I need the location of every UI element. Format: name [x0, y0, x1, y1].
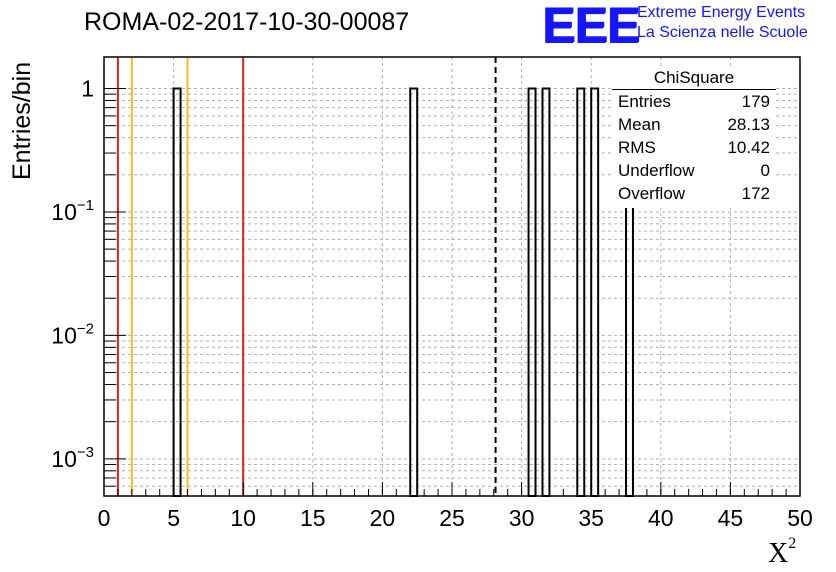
x-tick-label: 20: [370, 505, 396, 531]
stats-label: Overflow: [618, 184, 686, 203]
x-tick-label: 0: [98, 505, 111, 531]
x-tick-label: 10: [230, 505, 256, 531]
histogram-bar: [576, 87, 586, 497]
x-tick-label: 50: [787, 505, 813, 531]
stats-divider: [612, 89, 776, 90]
y-tick-base: 10: [51, 322, 77, 348]
stats-row-entries: Entries 179: [618, 92, 770, 112]
y-tick-exponent: −3: [77, 444, 94, 461]
stats-box: ChiSquare Entries 179 Mean 28.13 RMS 10.…: [612, 68, 776, 208]
stats-value: 0: [760, 161, 770, 180]
logo-line-1: Extreme Energy Events: [637, 4, 806, 21]
y-tick-base: 10: [51, 199, 77, 225]
stats-row-rms: RMS 10.42: [618, 138, 770, 158]
logo-line-2: La Scienza nelle Scuole: [637, 24, 808, 41]
histogram-bar: [527, 87, 537, 497]
stats-row-mean: Mean 28.13: [618, 115, 770, 135]
chart-title: ROMA-02-2017-10-30-00087: [84, 8, 410, 36]
y-tick-label: 10−3: [51, 444, 94, 472]
x-tick-label: 40: [648, 505, 674, 531]
y-axis-label: Entries/bin: [8, 61, 36, 180]
eee-logo-mark: EEE: [542, 0, 640, 53]
stats-value: 179: [741, 92, 770, 111]
x-axis-label-exp: 2: [788, 534, 797, 552]
y-tick-label: 10−1: [51, 197, 94, 225]
reference-lines: [116, 57, 497, 496]
x-axis-label-base: X: [768, 538, 789, 569]
y-tick-base: 1: [81, 76, 94, 102]
stats-row-underflow: Underflow 0: [618, 161, 770, 181]
y-tick-exponent: −1: [77, 197, 94, 214]
x-axis-label: X2: [768, 534, 797, 570]
histogram-bar: [409, 87, 419, 497]
x-tick-label: 5: [167, 505, 180, 531]
y-tick-label: 1: [81, 76, 94, 102]
x-tick-label: 30: [509, 505, 535, 531]
stats-title: ChiSquare: [653, 68, 735, 87]
stats-value: 172: [741, 184, 770, 203]
stats-value: 10.42: [727, 138, 770, 157]
x-tick-label: 35: [578, 505, 604, 531]
stats-row-overflow: Overflow 172: [618, 184, 770, 204]
y-tick-base: 10: [51, 446, 77, 472]
stats-label: Mean: [618, 115, 661, 134]
y-tick-label: 10−2: [51, 320, 94, 348]
histogram-bar: [541, 87, 551, 497]
stats-value: 28.13: [727, 115, 770, 134]
histogram-bar: [172, 87, 182, 497]
x-tick-label: 25: [439, 505, 465, 531]
x-tick-label: 15: [300, 505, 326, 531]
stats-label: Entries: [618, 92, 671, 111]
histogram-bar: [590, 87, 600, 497]
stats-label: RMS: [618, 138, 656, 157]
y-tick-exponent: −2: [77, 320, 94, 337]
stats-label: Underflow: [618, 161, 695, 180]
x-tick-label: 45: [718, 505, 744, 531]
